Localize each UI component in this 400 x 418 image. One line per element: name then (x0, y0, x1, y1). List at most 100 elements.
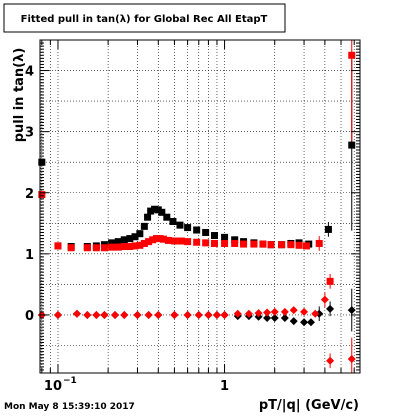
marker-square (152, 235, 160, 243)
marker-diamond (83, 310, 92, 319)
marker-square (160, 235, 168, 243)
marker-square (193, 238, 201, 246)
marker-square (278, 241, 286, 249)
marker-square (108, 243, 116, 251)
marker-square (131, 242, 139, 250)
marker-square (149, 236, 157, 244)
marker-diamond (289, 317, 298, 326)
marker-square (287, 241, 295, 249)
marker-diamond (72, 309, 81, 318)
marker-square (163, 213, 171, 221)
marker-square (83, 244, 91, 252)
marker-square (302, 242, 310, 250)
marker-diamond (270, 314, 279, 323)
marker-square (324, 225, 332, 233)
x-tick-label: 10 (44, 379, 62, 394)
marker-square (144, 213, 152, 221)
marker-square (184, 224, 192, 232)
marker-square (170, 237, 178, 245)
y-tick-label: 0 (25, 309, 34, 324)
marker-square (259, 240, 267, 248)
marker-diamond (170, 310, 179, 319)
marker-diamond (183, 310, 192, 319)
marker-diamond (320, 295, 329, 304)
marker-square (114, 243, 122, 251)
marker-square (131, 233, 139, 241)
marker-diamond (254, 309, 263, 318)
marker-square (295, 241, 303, 249)
marker-diamond (300, 307, 309, 316)
x-tick-label: 1 (220, 379, 229, 394)
marker-diamond (326, 356, 335, 365)
marker-square (210, 232, 218, 240)
marker-square (221, 233, 229, 241)
marker-square (202, 228, 210, 236)
marker-diamond (263, 314, 272, 323)
marker-diamond (100, 310, 109, 319)
marker-square (100, 244, 108, 252)
marker-square (38, 191, 46, 199)
marker-square (151, 205, 159, 213)
marker-square (114, 238, 122, 246)
marker-square (176, 221, 184, 229)
marker-square (267, 241, 275, 249)
marker-square (54, 242, 62, 250)
marker-square (210, 239, 218, 247)
marker-square (231, 239, 239, 247)
marker-diamond (154, 310, 163, 319)
marker-square (67, 244, 75, 252)
marker-square (120, 243, 128, 251)
marker-square (348, 141, 356, 149)
y-tick-label: 3 (25, 126, 34, 141)
y-axis-label: pull in tan(λ) (12, 48, 27, 143)
marker-diamond (347, 354, 356, 363)
timestamp: Mon May 8 15:39:10 2017 (4, 402, 135, 412)
marker-square (92, 244, 100, 252)
marker-square (315, 239, 323, 247)
marker-square (202, 239, 210, 247)
marker-square (108, 239, 116, 247)
marker-square (120, 236, 128, 244)
y-tick-label: 4 (25, 65, 34, 80)
marker-diamond (347, 306, 356, 315)
data-markers (37, 51, 356, 365)
marker-square (136, 241, 144, 249)
marker-diamond (194, 310, 203, 319)
chart-title: Fitted pull in tan(λ) for Global Rec All… (21, 14, 268, 25)
marker-square (221, 239, 229, 247)
plot-frame (39, 39, 361, 374)
marker-square (164, 236, 172, 244)
y-tick-label: 2 (25, 187, 34, 202)
marker-diamond (220, 310, 229, 319)
marker-diamond (280, 307, 289, 316)
marker-diamond (120, 310, 129, 319)
x-tick-label-exponent: −1 (63, 376, 77, 386)
marker-square (250, 240, 258, 248)
marker-diamond (263, 308, 272, 317)
marker-diamond (280, 314, 289, 323)
title-box: Fitted pull in tan(λ) for Global Rec All… (3, 3, 286, 33)
marker-square (184, 238, 192, 246)
marker-square (326, 277, 334, 285)
marker-square (136, 230, 144, 238)
x-tick-labels: 10 −1 1 (44, 376, 229, 394)
title-box-frame (3, 3, 286, 33)
marker-square (169, 217, 177, 225)
marker-diamond (270, 307, 279, 316)
marker-diamond (111, 310, 120, 319)
marker-diamond (92, 310, 101, 319)
marker-diamond (289, 306, 298, 315)
axis-ticks (40, 39, 360, 373)
marker-square (177, 237, 185, 245)
marker-square (154, 206, 162, 214)
marker-diamond (315, 309, 324, 318)
marker-square (140, 222, 148, 230)
marker-diamond (300, 318, 309, 327)
marker-square (231, 236, 239, 244)
marker-diamond (233, 309, 242, 318)
marker-diamond (212, 310, 221, 319)
y-tick-labels: 0 1 2 3 4 (25, 65, 34, 324)
